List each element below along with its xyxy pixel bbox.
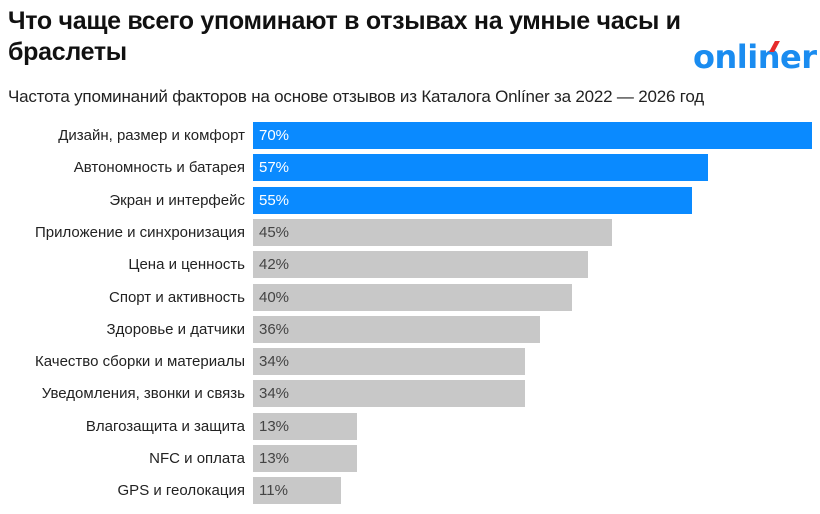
bar: 70%: [253, 122, 812, 149]
bar-row: Дизайн, размер и комфорт 70%: [0, 122, 820, 149]
bar-row: NFC и оплата 13%: [0, 445, 820, 472]
value-label: 40%: [259, 289, 290, 306]
chart-title: Что чаще всего упоминают в отзывах на ум…: [8, 7, 681, 66]
category-label: Влагозащита и защита: [85, 418, 245, 435]
value-label: 42%: [259, 256, 290, 273]
bar: 40%: [253, 284, 572, 311]
bar-row: Автономность и батарея 57%: [0, 154, 820, 181]
category-label: Спорт и активность: [109, 289, 245, 306]
value-label: 45%: [259, 224, 290, 241]
value-label: 13%: [259, 418, 290, 435]
value-label: 13%: [259, 450, 290, 467]
bar-row: Качество сборки и материалы 34%: [0, 348, 820, 375]
bar-row: Приложение и синхронизация 45%: [0, 219, 820, 246]
value-label: 11%: [259, 482, 288, 499]
bar-row: Влагозащита и защита 13%: [0, 413, 820, 440]
bar: 36%: [253, 316, 540, 343]
bar: 57%: [253, 154, 708, 181]
bar-row: GPS и геолокация 11%: [0, 477, 820, 504]
bar: 42%: [253, 251, 588, 278]
category-label: GPS и геолокация: [117, 482, 245, 499]
value-label: 34%: [259, 385, 290, 402]
value-label: 70%: [259, 127, 290, 144]
category-label: Дизайн, размер и комфорт: [58, 127, 245, 144]
value-label: 34%: [259, 353, 290, 370]
bar: 13%: [253, 413, 357, 440]
category-label: Приложение и синхронизация: [34, 224, 245, 241]
bar-row: Спорт и активность 40%: [0, 284, 820, 311]
category-label: Автономность и батарея: [73, 159, 245, 176]
bar: 11%: [253, 477, 341, 504]
value-label: 57%: [259, 159, 290, 176]
bar-row: Уведомления, звонки и связь 34%: [0, 380, 820, 407]
category-label: Уведомления, звонки и связь: [41, 385, 245, 402]
category-label: Здоровье и датчики: [106, 321, 245, 338]
bar: 55%: [253, 187, 692, 214]
bar: 13%: [253, 445, 357, 472]
onliner-logo: onliner: [693, 37, 817, 77]
logo-text: onliner: [693, 38, 817, 76]
category-label: Экран и интерфейс: [109, 192, 245, 209]
category-label: Цена и ценность: [128, 256, 245, 273]
bar: 34%: [253, 348, 525, 375]
bar: 45%: [253, 219, 612, 246]
bar: 34%: [253, 380, 525, 407]
value-label: 36%: [259, 321, 290, 338]
category-label: NFC и оплата: [149, 450, 245, 467]
bar-row: Здоровье и датчики 36%: [0, 316, 820, 343]
bar-row: Экран и интерфейс 55%: [0, 187, 820, 214]
value-label: 55%: [259, 192, 290, 209]
chart-subtitle: Частота упоминаний факторов на основе от…: [8, 87, 705, 106]
category-label: Качество сборки и материалы: [35, 353, 245, 370]
bar-row: Цена и ценность 42%: [0, 251, 820, 278]
